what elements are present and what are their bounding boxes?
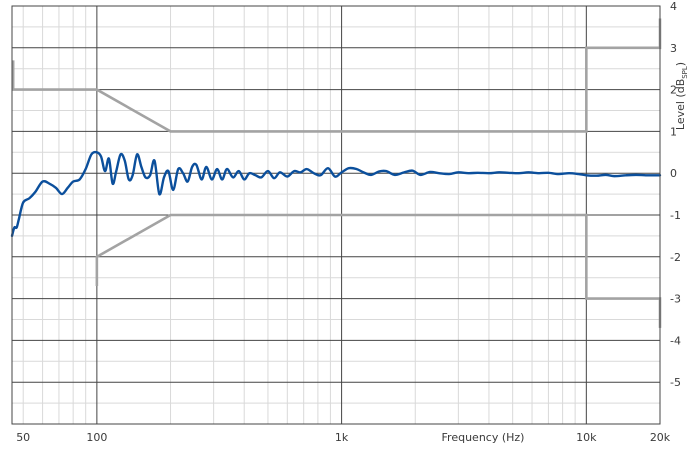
y-tick-label: 2 bbox=[670, 84, 677, 97]
y-axis-label-subscript: SPL bbox=[681, 66, 689, 79]
x-tick-labels: 50 100 1k 10k 20k bbox=[16, 431, 671, 444]
y-tick-label: 3 bbox=[670, 42, 677, 55]
y-axis-label: Level (dBSPL) bbox=[674, 62, 689, 130]
y-tick-labels: 4 3 2 1 0 -1 -2 -3 -4 -5 bbox=[670, 0, 681, 389]
y-tick-label: 0 bbox=[670, 167, 677, 180]
x-axis-label: Frequency (Hz) bbox=[442, 431, 525, 444]
x-tick-label: 1k bbox=[335, 431, 349, 444]
plot-frame bbox=[11, 5, 661, 425]
y-tick-label: 1 bbox=[670, 125, 677, 138]
y-tick-label: -5 bbox=[670, 376, 681, 389]
tolerance-upper-line bbox=[11, 18, 662, 133]
y-tick-label: -2 bbox=[670, 251, 681, 264]
measurement-line-0 bbox=[10, 150, 662, 238]
y-tick-label: -4 bbox=[670, 334, 681, 347]
x-tick-label: 50 bbox=[16, 431, 30, 444]
y-tick-label: -1 bbox=[670, 209, 681, 222]
y-tick-label: 4 bbox=[670, 0, 677, 13]
plot-frame-rect bbox=[11, 5, 661, 425]
y-tick-label: -3 bbox=[670, 293, 681, 306]
x-tick-label: 20k bbox=[650, 431, 671, 444]
y-axis-label-main: Level (dB bbox=[674, 79, 687, 130]
x-tick-label: 10k bbox=[576, 431, 597, 444]
series-group bbox=[10, 150, 662, 238]
y-axis-label-close: ) bbox=[674, 62, 687, 66]
x-tick-label: 100 bbox=[86, 431, 107, 444]
